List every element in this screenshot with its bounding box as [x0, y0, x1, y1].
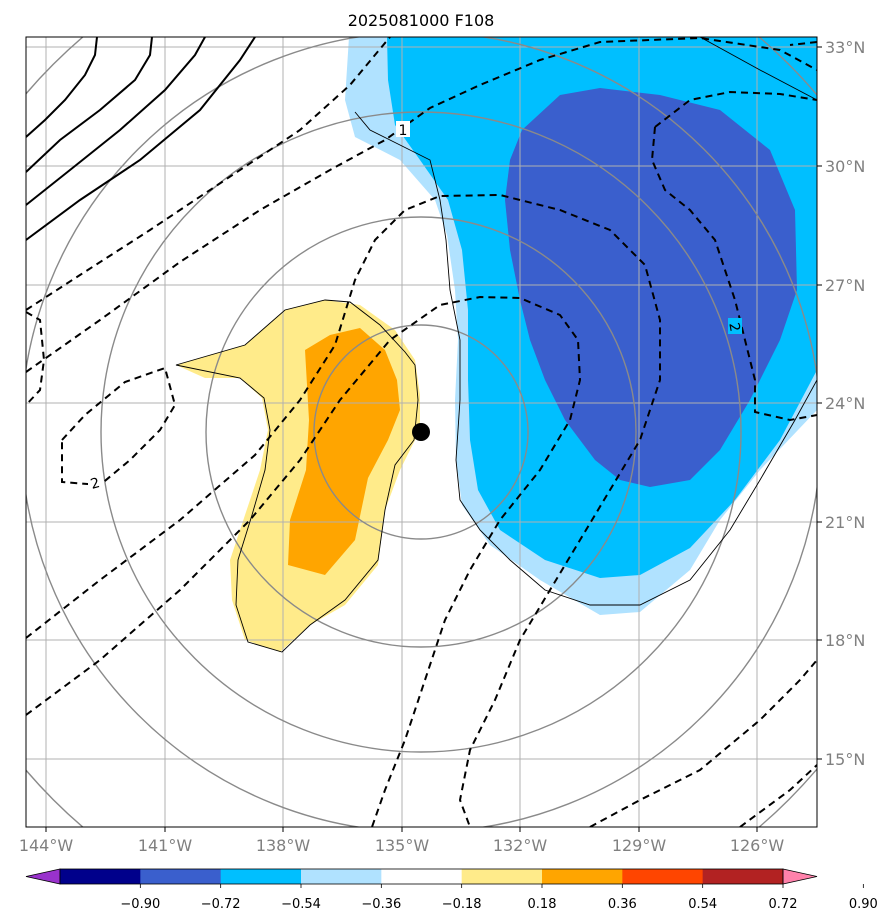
y-tick-label: 33°N — [825, 38, 865, 57]
y-tick-label: 18°N — [825, 631, 865, 650]
colorbar-segment — [461, 869, 543, 884]
solid-contours — [26, 37, 256, 241]
map-frame — [25, 36, 818, 828]
colorbar-segment — [542, 869, 623, 884]
colorbar-extend-max — [782, 868, 818, 885]
colorbar-segment — [140, 869, 222, 884]
colorbar-tick-label: 0.54 — [688, 897, 717, 912]
colorbar-tick-label: 0.18 — [528, 897, 557, 912]
colorbar-segment — [60, 869, 141, 884]
y-tick-label: 27°N — [825, 276, 865, 295]
x-tick-label: 135°W — [375, 836, 430, 855]
storm-center-marker — [412, 423, 430, 441]
y-axis-labels: 33°N 30°N 27°N 24°N 21°N 18°N 15°N — [825, 38, 865, 769]
x-tick-label: 141°W — [138, 836, 193, 855]
colorbar-tick-label: −0.90 — [120, 897, 160, 912]
x-axis-labels: 144°W 141°W 138°W 135°W 132°W 129°W 126°… — [19, 836, 785, 855]
shade-outlines — [175, 37, 817, 653]
colorbar-tick-label: 0.90 — [849, 897, 878, 912]
y-tick-label: 21°N — [825, 513, 865, 532]
y-tick-label: 15°N — [825, 750, 865, 769]
colorbar-tick-label: 0.36 — [608, 897, 637, 912]
graticule — [26, 37, 817, 827]
x-tick-label: 132°W — [493, 836, 548, 855]
colorbar-extend-min — [25, 868, 61, 885]
fill-positive-medium — [288, 328, 400, 575]
map-title: 2025081000 F108 — [348, 11, 495, 30]
contour-labels: 1 2 2 — [88, 121, 743, 493]
colorbar-tick-label: 0.72 — [769, 897, 798, 912]
y-tick-marks — [817, 46, 822, 760]
colorbar-segment — [622, 869, 704, 884]
colorbar-segment — [220, 869, 302, 884]
colorbar-tick-label: −0.36 — [361, 897, 401, 912]
colorbar-frame — [59, 868, 784, 885]
x-tick-label: 129°W — [612, 836, 667, 855]
x-tick-label: 126°W — [730, 836, 785, 855]
contour-label-2-west: 2 — [89, 475, 102, 493]
x-tick-label: 144°W — [19, 836, 74, 855]
contour-label-1: 1 — [399, 123, 408, 139]
colorbar-segment — [702, 869, 784, 884]
y-tick-label: 30°N — [825, 157, 865, 176]
colorbar-tick-label: −0.54 — [281, 897, 321, 912]
x-tick-label: 138°W — [256, 836, 311, 855]
colorbar-segment — [381, 869, 463, 884]
x-tick-marks — [45, 827, 758, 832]
colorbar-labels: −0.90 −0.72 −0.54 −0.36 −0.18 0.18 0.36 0.54 0.7… — [120, 884, 878, 912]
y-tick-label: 24°N — [825, 394, 865, 413]
colorbar — [25, 868, 818, 885]
dashed-contours — [26, 37, 817, 827]
colorbar-segment — [301, 869, 382, 884]
contour-label-2-east: 2 — [725, 321, 742, 333]
colorbar-tick-label: −0.18 — [442, 897, 482, 912]
colorbar-tick-label: −0.72 — [201, 897, 241, 912]
